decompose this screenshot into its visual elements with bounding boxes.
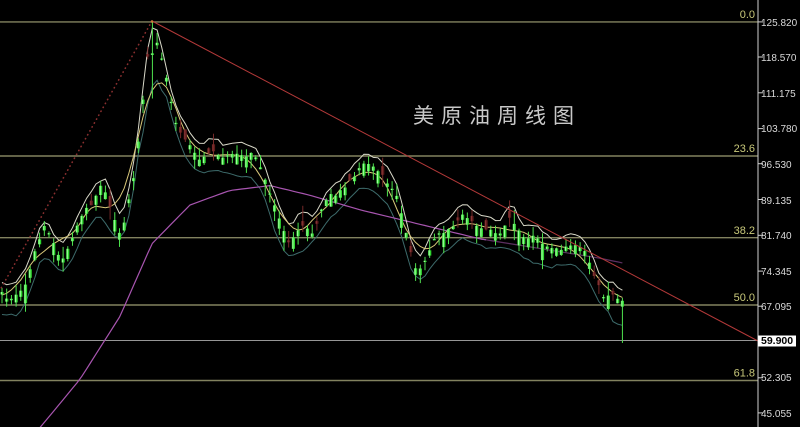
svg-text:89.135: 89.135 — [761, 196, 792, 207]
svg-text:103.780: 103.780 — [761, 124, 798, 135]
svg-text:45.055: 45.055 — [761, 409, 792, 420]
svg-text:59.900: 59.900 — [761, 335, 793, 347]
svg-text:111.175: 111.175 — [761, 89, 796, 100]
svg-text:74.345: 74.345 — [761, 267, 792, 278]
svg-text:61.8: 61.8 — [734, 368, 755, 380]
svg-text:81.740: 81.740 — [761, 231, 792, 242]
svg-text:52.305: 52.305 — [761, 373, 792, 384]
svg-text:23.6: 23.6 — [734, 143, 755, 155]
svg-text:50.0: 50.0 — [734, 292, 755, 304]
svg-text:118.570: 118.570 — [761, 53, 797, 64]
svg-text:96.530: 96.530 — [761, 160, 792, 171]
svg-text:美原油周线图: 美原油周线图 — [413, 105, 581, 128]
svg-text:0.0: 0.0 — [740, 9, 755, 21]
svg-text:125.820: 125.820 — [761, 18, 798, 29]
svg-text:67.095: 67.095 — [761, 302, 792, 313]
svg-text:38.2: 38.2 — [734, 225, 755, 237]
